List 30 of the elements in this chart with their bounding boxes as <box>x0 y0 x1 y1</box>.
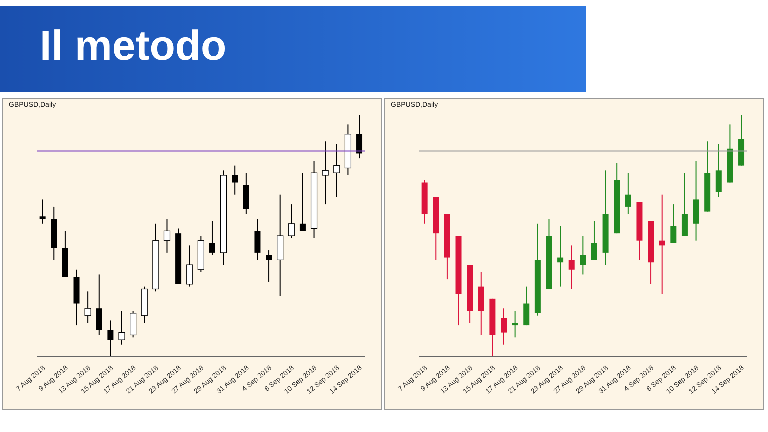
candlestick <box>164 218 171 254</box>
candlestick <box>266 250 272 282</box>
candlestick <box>254 218 261 261</box>
candlestick <box>716 144 722 198</box>
candlestick <box>580 236 586 276</box>
candlestick <box>356 115 363 160</box>
candlestick <box>682 172 688 236</box>
candlestick <box>209 220 216 256</box>
candlestick <box>625 172 632 215</box>
candlestick <box>96 274 102 336</box>
candlestick <box>40 199 46 224</box>
candlestick <box>558 226 564 288</box>
candlestick <box>108 320 114 357</box>
candlestick <box>232 165 238 196</box>
candlestick <box>591 220 598 261</box>
candlestick <box>84 291 92 324</box>
candlestick <box>300 172 306 232</box>
candlestick <box>322 141 329 206</box>
candlestick <box>501 308 507 346</box>
candlestick <box>118 310 126 346</box>
candlestick <box>659 194 666 295</box>
candlestick <box>334 144 340 198</box>
candlestick <box>670 204 677 244</box>
candlestick <box>568 245 575 290</box>
candlestick <box>130 310 137 338</box>
candlestick <box>288 204 295 239</box>
candlestick <box>512 310 518 338</box>
candlestick <box>524 286 530 326</box>
candlestick <box>186 245 194 288</box>
chart-title: Il metodo <box>40 22 227 70</box>
